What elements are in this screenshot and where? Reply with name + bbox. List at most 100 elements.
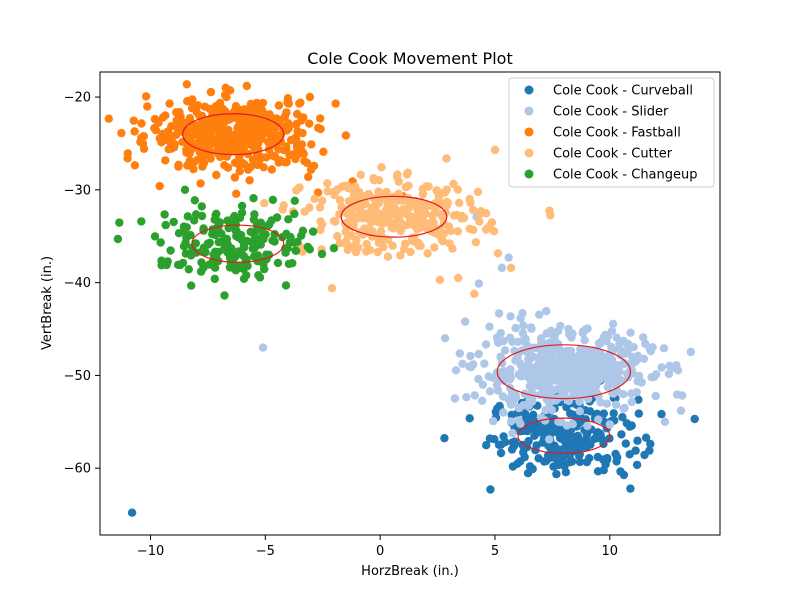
data-point (361, 200, 370, 209)
data-point (220, 291, 229, 300)
data-point (242, 81, 251, 91)
data-point (540, 457, 549, 466)
data-point (543, 451, 553, 460)
data-point (566, 409, 575, 418)
data-point (423, 249, 432, 258)
data-point (621, 439, 630, 448)
data-point (641, 339, 650, 349)
y-tick-label: −30 (64, 183, 91, 198)
data-point (252, 226, 261, 235)
data-point (169, 143, 179, 152)
data-point (575, 407, 584, 416)
data-point (395, 211, 404, 220)
data-point (212, 106, 221, 116)
data-point (460, 317, 470, 326)
data-point (601, 355, 610, 365)
data-point (130, 161, 140, 170)
data-point (292, 119, 301, 129)
x-tick-label: −5 (256, 544, 275, 559)
data-point (183, 126, 192, 135)
legend-marker (524, 85, 534, 95)
data-point (624, 339, 633, 349)
data-point (246, 162, 255, 172)
data-point (347, 242, 357, 251)
data-point (160, 210, 169, 219)
data-point (331, 217, 340, 226)
data-point (560, 358, 569, 367)
data-point (637, 378, 646, 387)
data-point (497, 263, 507, 272)
data-point (575, 384, 584, 393)
data-point (402, 170, 412, 179)
legend-box (508, 77, 715, 188)
data-point (368, 204, 377, 214)
y-axis: −20 −30 −40 −50 −60 (64, 91, 100, 477)
data-point (141, 92, 151, 101)
data-point (590, 434, 599, 444)
data-point (641, 433, 651, 442)
data-point (609, 409, 618, 418)
data-point (393, 170, 402, 179)
data-point (673, 366, 683, 375)
data-point (156, 238, 165, 247)
data-point (448, 244, 457, 253)
data-point (260, 199, 269, 208)
data-point (530, 431, 539, 440)
data-point (317, 249, 327, 259)
data-point (268, 195, 278, 205)
data-point (368, 232, 377, 241)
data-point (508, 438, 517, 447)
data-point (496, 448, 506, 458)
data-point (437, 236, 447, 245)
data-point (506, 417, 516, 426)
data-point (226, 86, 235, 95)
data-point (270, 237, 279, 246)
data-point (664, 369, 674, 379)
data-point (648, 343, 657, 352)
data-point (198, 125, 207, 135)
data-point (127, 508, 137, 517)
data-point (253, 251, 263, 260)
x-tick-label: 0 (376, 544, 384, 559)
data-point (470, 391, 479, 400)
data-point (552, 395, 561, 405)
data-point (369, 194, 379, 203)
data-point (348, 223, 358, 232)
data-point (167, 122, 176, 131)
data-point (633, 436, 642, 445)
data-point (262, 119, 271, 128)
data-point (182, 148, 191, 157)
data-point (137, 119, 146, 128)
data-point (241, 141, 250, 150)
data-point (139, 144, 149, 153)
data-point (161, 132, 170, 141)
data-point (180, 185, 190, 194)
data-point (474, 374, 483, 384)
data-point (568, 420, 577, 429)
data-point (651, 391, 660, 401)
data-point (564, 324, 573, 334)
data-point (627, 397, 636, 407)
plot-points (104, 80, 699, 517)
data-point (331, 99, 340, 108)
data-point (258, 98, 268, 108)
data-point (531, 446, 540, 455)
data-point (390, 203, 399, 212)
data-point (494, 338, 503, 347)
data-point (280, 158, 289, 167)
data-point (457, 214, 466, 223)
data-point (377, 163, 386, 172)
data-point (564, 382, 573, 391)
data-point (256, 127, 265, 136)
legend-label: Cole Cook - Curveball (553, 84, 693, 99)
data-point (284, 259, 294, 269)
data-point (396, 226, 405, 236)
data-point (307, 140, 316, 149)
data-point (462, 393, 471, 402)
data-point (556, 385, 565, 395)
data-point (511, 323, 520, 333)
data-point (264, 137, 273, 147)
data-point (341, 131, 351, 140)
data-point (465, 414, 474, 423)
data-point (308, 227, 318, 236)
